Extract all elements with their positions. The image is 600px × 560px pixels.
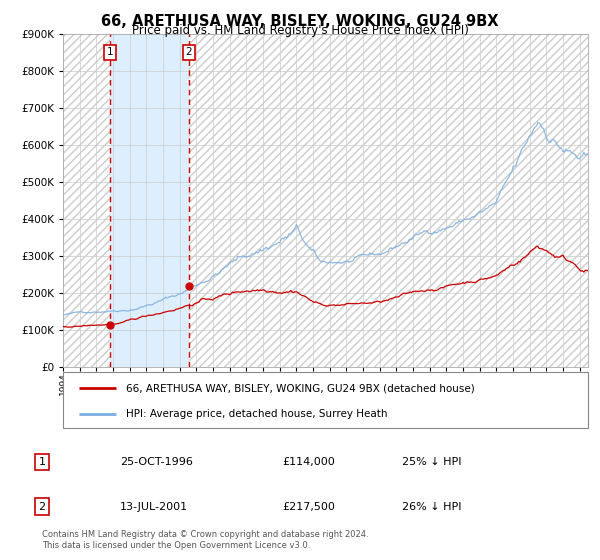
Text: 2: 2 — [38, 502, 46, 512]
Bar — [63, 34, 110, 367]
Bar — [110, 34, 188, 367]
Text: 66, ARETHUSA WAY, BISLEY, WOKING, GU24 9BX: 66, ARETHUSA WAY, BISLEY, WOKING, GU24 9… — [101, 14, 499, 29]
Text: HPI: Average price, detached house, Surrey Heath: HPI: Average price, detached house, Surr… — [126, 409, 388, 419]
Text: Price paid vs. HM Land Registry's House Price Index (HPI): Price paid vs. HM Land Registry's House … — [131, 24, 469, 37]
Text: Contains HM Land Registry data © Crown copyright and database right 2024.: Contains HM Land Registry data © Crown c… — [42, 530, 368, 539]
Text: 25% ↓ HPI: 25% ↓ HPI — [402, 457, 461, 467]
Text: 1: 1 — [38, 457, 46, 467]
Bar — [188, 34, 588, 367]
FancyBboxPatch shape — [63, 372, 588, 428]
Text: £114,000: £114,000 — [282, 457, 335, 467]
Text: 2: 2 — [185, 47, 192, 57]
Text: This data is licensed under the Open Government Licence v3.0.: This data is licensed under the Open Gov… — [42, 541, 310, 550]
Text: 1: 1 — [107, 47, 113, 57]
Text: 25-OCT-1996: 25-OCT-1996 — [120, 457, 193, 467]
Text: 66, ARETHUSA WAY, BISLEY, WOKING, GU24 9BX (detached house): 66, ARETHUSA WAY, BISLEY, WOKING, GU24 9… — [126, 383, 475, 393]
Text: 26% ↓ HPI: 26% ↓ HPI — [402, 502, 461, 512]
Text: £217,500: £217,500 — [282, 502, 335, 512]
Text: 13-JUL-2001: 13-JUL-2001 — [120, 502, 188, 512]
